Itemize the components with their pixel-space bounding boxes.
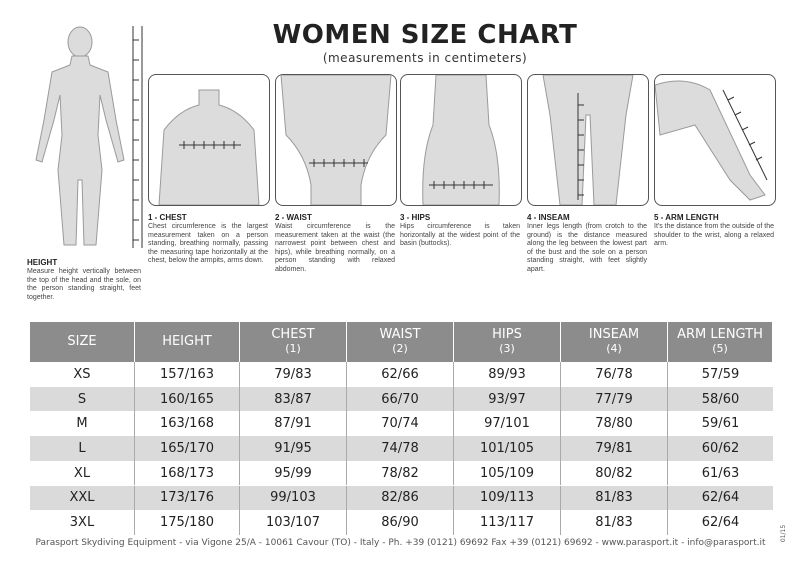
column-title: ARM LENGTH (677, 327, 763, 342)
value-cell: 80/82 (561, 460, 668, 486)
value-cell: 66/70 (347, 386, 454, 412)
arm-panel (654, 74, 776, 206)
value-cell: 160/165 (135, 386, 240, 412)
column-title: INSEAM (588, 327, 640, 342)
column-header: INSEAM (4) (561, 322, 668, 362)
value-cell: 81/83 (561, 485, 668, 511)
value-cell: 58/60 (668, 386, 773, 412)
value-cell: 97/101 (454, 411, 561, 437)
value-cell: 79/83 (240, 362, 347, 387)
size-cell: 3XL (30, 510, 135, 535)
column-title: WAIST (379, 327, 421, 342)
value-cell: 81/83 (561, 510, 668, 535)
value-cell: 70/74 (347, 411, 454, 437)
value-cell: 79/81 (561, 436, 668, 461)
value-cell: 86/90 (347, 510, 454, 535)
value-cell: 168/173 (135, 460, 240, 486)
value-cell: 89/93 (454, 362, 561, 387)
measure-title: 5 - ARM LENGTH (654, 213, 719, 222)
column-title: HEIGHT (162, 334, 212, 349)
footer: Parasport Skydiving Equipment - via Vigo… (35, 538, 766, 548)
value-cell: 57/59 (668, 362, 773, 387)
measure-text: Inner legs length (from crotch to the gr… (527, 223, 647, 273)
value-cell: 78/82 (347, 460, 454, 486)
value-cell: 74/78 (347, 436, 454, 461)
size-cell: XXL (30, 485, 135, 511)
value-cell: 105/109 (454, 460, 561, 486)
value-cell: 165/170 (135, 436, 240, 461)
value-cell: 173/176 (135, 485, 240, 511)
height-title: HEIGHT (27, 258, 58, 267)
value-cell: 77/79 (561, 386, 668, 412)
value-cell: 109/113 (454, 485, 561, 511)
column-header: HIPS (3) (454, 322, 561, 362)
value-cell: 99/103 (240, 485, 347, 511)
column-note: (3) (499, 342, 515, 355)
value-cell: 62/66 (347, 362, 454, 387)
measure-title: 2 - WAIST (275, 213, 312, 222)
value-cell: 103/107 (240, 510, 347, 535)
value-cell: 78/80 (561, 411, 668, 437)
value-cell: 87/91 (240, 411, 347, 437)
value-cell: 82/86 (347, 485, 454, 511)
value-cell: 163/168 (135, 411, 240, 437)
column-note: (2) (392, 342, 408, 355)
size-cell: M (30, 411, 135, 437)
value-cell: 83/87 (240, 386, 347, 412)
height-text: Measure height vertically between the to… (27, 268, 141, 301)
inseam-panel (527, 74, 649, 206)
column-header: HEIGHT (135, 322, 240, 362)
value-cell: 59/61 (668, 411, 773, 437)
size-cell: XS (30, 362, 135, 387)
column-header: SIZE (30, 322, 135, 362)
hips-panel (400, 74, 522, 206)
height-figure (35, 26, 143, 248)
code: 01/15 (780, 524, 788, 543)
column-note: (4) (606, 342, 622, 355)
size-cell: XL (30, 460, 135, 486)
size-cell: L (30, 436, 135, 461)
value-cell: 60/62 (668, 436, 773, 461)
column-note: (1) (285, 342, 301, 355)
value-cell: 113/117 (454, 510, 561, 535)
value-cell: 157/163 (135, 362, 240, 387)
size-cell: S (30, 386, 135, 412)
subtitle: (measurements in centimeters) (322, 51, 528, 65)
measure-text: Waist circumference is the measurement t… (275, 223, 395, 273)
column-title: CHEST (271, 327, 315, 342)
measure-title: 4 - INSEAM (527, 213, 570, 222)
measure-text: Hips circumference is taken horizontally… (400, 223, 520, 247)
value-cell: 62/64 (668, 485, 773, 511)
value-cell: 95/99 (240, 460, 347, 486)
value-cell: 62/64 (668, 510, 773, 535)
chest-panel (148, 74, 270, 206)
column-header: ARM LENGTH (5) (668, 322, 773, 362)
column-header: CHEST (1) (240, 322, 347, 362)
measure-text: It's the distance from the outside of th… (654, 223, 775, 247)
waist-panel (275, 74, 397, 206)
measure-title: 1 - CHEST (148, 213, 187, 222)
value-cell: 93/97 (454, 386, 561, 412)
measure-title: 3 - HIPS (400, 213, 431, 222)
value-cell: 76/78 (561, 362, 668, 387)
value-cell: 175/180 (135, 510, 240, 535)
column-title: SIZE (67, 334, 97, 349)
column-title: HIPS (492, 327, 522, 342)
measure-text: Chest circumference is the largest measu… (148, 223, 268, 264)
column-note: (5) (712, 342, 728, 355)
title: WOMEN SIZE CHART (272, 20, 578, 50)
value-cell: 61/63 (668, 460, 773, 486)
column-header: WAIST (2) (347, 322, 454, 362)
value-cell: 91/95 (240, 436, 347, 461)
value-cell: 101/105 (454, 436, 561, 461)
